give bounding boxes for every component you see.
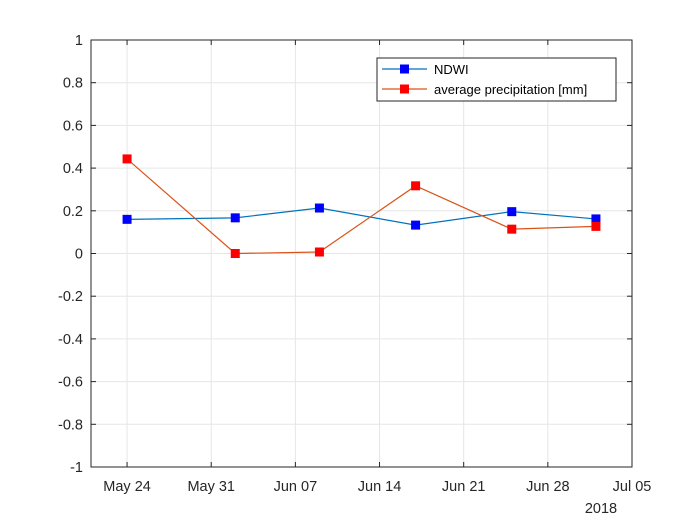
series-marker-1 xyxy=(230,249,240,258)
x-tick-label: May 24 xyxy=(103,479,151,495)
x-tick-labels: May 24 May 31 Jun 07 Jun 14 Jun 21 Jun 28 Jul … xyxy=(103,479,651,495)
legend-label-ndwi: NDWI xyxy=(434,62,469,77)
y-tick-label: -0.4 xyxy=(58,332,83,348)
series-marker-1 xyxy=(591,221,601,231)
y-tick-label: -1 xyxy=(70,460,83,476)
series-marker-1 xyxy=(122,154,132,164)
series-marker-0 xyxy=(507,207,517,217)
y-tick-labels: -1 -0.8 -0.6 -0.4 -0.2 0 0.2 0.4 0.6 0.8 1 xyxy=(58,33,83,476)
y-tick-label: 0.2 xyxy=(63,204,83,220)
series-marker-0 xyxy=(314,203,324,213)
y-tick-label: -0.8 xyxy=(58,417,83,433)
x-tick-label: Jun 28 xyxy=(526,479,570,495)
y-tick-label: -0.2 xyxy=(58,289,83,305)
series-layer xyxy=(122,154,601,258)
y-tick-label: 0.4 xyxy=(63,161,83,177)
series-marker-0 xyxy=(122,214,132,224)
x-secondary-label: 2018 xyxy=(585,501,617,517)
series-marker-0 xyxy=(230,213,240,223)
y-tick-label: 0.8 xyxy=(63,76,83,92)
x-tick-label: Jun 07 xyxy=(274,479,318,495)
legend-marker-ndwi xyxy=(400,64,409,74)
y-tick-label: 1 xyxy=(75,33,83,49)
legend: NDWI average precipitation [mm] xyxy=(376,57,617,102)
y-tick-label: -0.6 xyxy=(58,375,83,391)
x-tick-label: Jul 05 xyxy=(613,479,652,495)
series-marker-0 xyxy=(591,214,601,224)
series-marker-0 xyxy=(411,220,421,230)
series-marker-1 xyxy=(411,181,421,191)
y-tick-label: 0.6 xyxy=(63,118,83,134)
x-tick-label: Jun 14 xyxy=(358,479,402,495)
legend-marker-precipitation xyxy=(400,84,409,94)
axis-ticks xyxy=(91,39,633,468)
x-tick-label: May 31 xyxy=(187,479,235,495)
series-marker-1 xyxy=(507,224,517,234)
legend-box xyxy=(376,57,617,102)
series-marker-1 xyxy=(314,247,324,257)
y-tick-label: 0 xyxy=(75,247,83,263)
series-line-1 xyxy=(126,158,596,255)
legend-label-precipitation: average precipitation [mm] xyxy=(434,82,587,97)
x-tick-label: Jun 21 xyxy=(442,479,486,495)
series-line-0 xyxy=(127,207,596,226)
